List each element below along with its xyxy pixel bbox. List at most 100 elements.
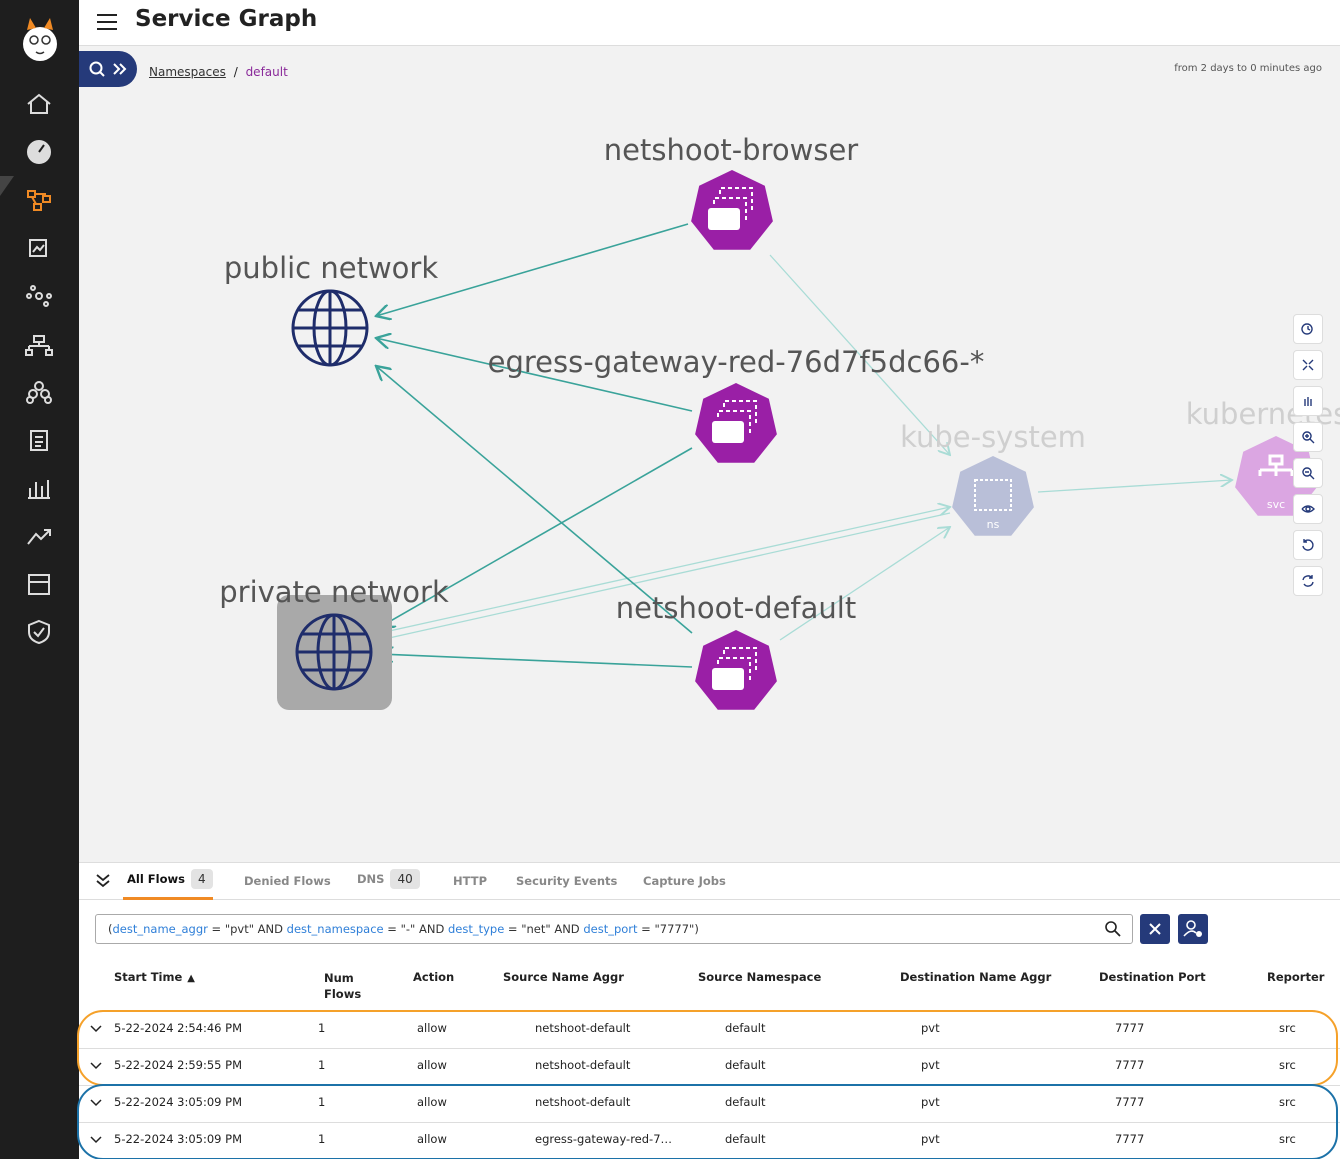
filter-field: dest_port	[583, 922, 638, 936]
node-icon	[713, 187, 753, 222]
security-icon[interactable]	[28, 619, 50, 645]
graph-node[interactable]: egress-gateway-red-76d7f5dc66-*	[488, 345, 985, 463]
toolbar-button[interactable]	[1293, 350, 1323, 380]
table-cell: src	[1279, 1058, 1296, 1072]
tab-count: 40	[390, 869, 420, 889]
toolbar-button[interactable]	[1293, 386, 1323, 416]
table-cell: default	[725, 1132, 766, 1146]
column-header-text: Num Flows	[324, 971, 362, 1001]
table-cell: 1	[318, 1058, 326, 1072]
table-cell: allow	[417, 1021, 447, 1035]
toolbar-icon	[1302, 539, 1314, 551]
table-cell: src	[1279, 1021, 1296, 1035]
filter-input[interactable]: (dest_name_aggr = "pvt" AND dest_namespa…	[95, 914, 1133, 944]
column-header-text: Start Time	[114, 970, 183, 984]
column-header[interactable]: Destination Port	[1099, 970, 1206, 984]
graph-node[interactable]: netshoot-browser	[604, 133, 859, 250]
breadcrumb-link[interactable]: Namespaces	[149, 65, 226, 79]
dashboard-icon[interactable]	[27, 140, 51, 164]
node-icon	[708, 208, 740, 230]
column-header[interactable]: Source Name Aggr	[503, 970, 624, 984]
tab[interactable]: Denied Flows	[244, 874, 331, 888]
toolbar-glyph	[1304, 397, 1312, 406]
graph-node[interactable]: netshoot-default	[616, 591, 856, 710]
table-cell: 5-22-2024 2:59:55 PM	[114, 1058, 243, 1072]
header	[79, 0, 1340, 46]
table-cell: pvt	[921, 1058, 940, 1072]
node-label: private network	[219, 575, 449, 609]
graph-node[interactable]: public network	[224, 251, 438, 367]
column-header[interactable]: Start Time ▲	[114, 970, 195, 984]
tab[interactable]: All Flows 4	[123, 869, 213, 900]
table-cell: pvt	[921, 1095, 940, 1109]
column-header[interactable]: Destination Name Aggr	[900, 970, 1051, 984]
graph-node[interactable]: ns kube-system	[900, 420, 1086, 536]
filter-text: = "-" AND	[383, 922, 448, 936]
column-header[interactable]: Reporter	[1267, 970, 1324, 984]
table-cell: 5-22-2024 3:05:09 PM	[114, 1095, 243, 1109]
edge	[1037, 480, 1232, 493]
tab-label: Security Events	[516, 874, 618, 888]
table-cell: pvt	[921, 1132, 940, 1146]
column-header-text: Source Namespace	[698, 970, 822, 984]
node-label: netshoot-default	[616, 591, 856, 625]
toolbar-button[interactable]	[1293, 566, 1323, 596]
active-marker	[0, 176, 14, 196]
table-cell: egress-gateway-red-7…	[535, 1132, 673, 1146]
sidebar	[0, 0, 79, 1159]
page-title: Service Graph	[135, 6, 318, 32]
filter-field: dest_name_aggr	[112, 922, 208, 936]
collapse-button[interactable]	[95, 873, 111, 889]
table-cell: default	[725, 1021, 766, 1035]
breadcrumb-current: default	[245, 65, 288, 79]
filter-settings-button[interactable]	[1178, 914, 1208, 944]
tab[interactable]: Security Events	[516, 874, 617, 888]
column-header[interactable]: Num Flows	[324, 970, 364, 1002]
column-header[interactable]: Source Namespace	[698, 970, 821, 984]
cluster-icon[interactable]	[26, 381, 52, 404]
toolbar-icon	[1301, 323, 1313, 335]
tab[interactable]: DNS 40	[357, 869, 420, 889]
toolbar-button[interactable]	[1293, 494, 1323, 524]
service-graph-icon[interactable]	[27, 190, 51, 211]
table-cell: default	[725, 1058, 766, 1072]
column-header[interactable]: Action	[413, 970, 454, 984]
search-icon[interactable]	[1104, 920, 1122, 938]
logo[interactable]	[23, 18, 57, 61]
home-icon[interactable]	[27, 93, 51, 114]
stats-icon[interactable]	[28, 480, 50, 499]
tab[interactable]: Capture Jobs	[643, 874, 726, 888]
box-icon[interactable]	[28, 574, 50, 595]
filter-field: dest_namespace	[286, 922, 384, 936]
reports-icon[interactable]	[29, 239, 47, 257]
hierarchy-icon[interactable]	[25, 335, 53, 356]
node-label: kube-system	[900, 420, 1086, 454]
toolbar-button[interactable]	[1293, 530, 1323, 560]
toolbar-glyph	[1302, 539, 1314, 551]
menu-button[interactable]	[96, 13, 118, 31]
graph-node[interactable]: private network	[219, 575, 449, 710]
table-cell: 5-22-2024 2:54:46 PM	[114, 1021, 243, 1035]
table-cell: 1	[318, 1132, 326, 1146]
tab[interactable]: HTTP	[453, 874, 487, 888]
toolbar-button[interactable]	[1293, 422, 1323, 452]
toolbar-button[interactable]	[1293, 314, 1323, 344]
edge	[379, 512, 951, 641]
clear-filter-button[interactable]	[1140, 914, 1170, 944]
toolbar-button[interactable]	[1293, 458, 1323, 488]
filter-field: dest_type	[447, 922, 505, 936]
node-icon	[717, 400, 757, 435]
faded-edges	[379, 254, 1232, 641]
network-icon[interactable]	[26, 285, 52, 307]
node-badge: ns	[987, 518, 1000, 531]
node-shape	[952, 456, 1034, 536]
table-cell: 1	[318, 1021, 326, 1035]
node-icon	[974, 479, 1012, 511]
tab-count: 4	[190, 869, 213, 889]
policy-icon[interactable]	[30, 430, 48, 451]
search-toggle[interactable]	[79, 51, 137, 87]
trend-icon[interactable]	[27, 529, 51, 545]
toolbar-glyph	[1301, 505, 1315, 513]
